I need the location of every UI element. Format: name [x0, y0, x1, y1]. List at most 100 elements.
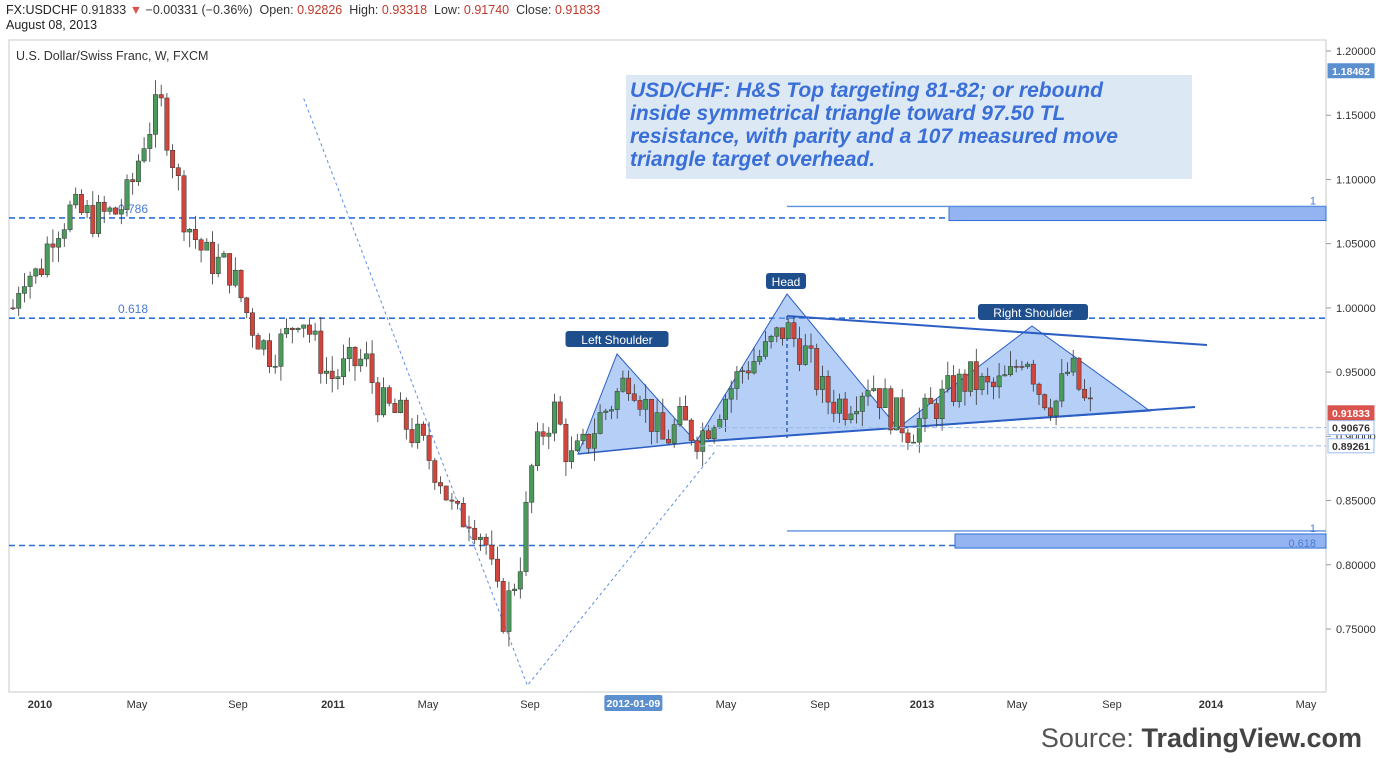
ticker-header: FX:USDCHF 0.91833 ▼ −0.00331 (−0.36%) Op… — [6, 2, 600, 18]
candle-body — [147, 134, 153, 149]
price-badge — [1327, 420, 1375, 436]
neckline — [577, 441, 697, 455]
triangle-upper-line — [786, 315, 1208, 346]
candle-body — [876, 388, 882, 408]
price-change: −0.00331 (−0.36%) — [145, 3, 253, 17]
low-label: Low: — [434, 3, 461, 17]
close-label: Close: — [516, 3, 552, 17]
candle-body — [563, 423, 569, 463]
candle-body — [27, 275, 33, 287]
candle-body — [44, 243, 50, 275]
candle-body — [996, 375, 1002, 388]
candle-body — [859, 395, 865, 412]
annotation-line: resistance, with parity and a 107 measur… — [630, 125, 1118, 148]
candle-body — [831, 401, 837, 414]
fib-level-label: 0.618 — [118, 302, 148, 316]
candle-body — [432, 460, 438, 483]
candle-body — [1019, 366, 1025, 368]
candle-body — [591, 433, 597, 449]
candle-body — [534, 431, 540, 467]
candle-body — [1087, 397, 1093, 400]
candle-body — [660, 412, 666, 440]
source-credit: Source: TradingView.com — [1041, 723, 1362, 754]
x-tick-label: 2013 — [910, 699, 934, 711]
pattern-label-bg — [565, 331, 669, 347]
x-tick-label: May — [1007, 699, 1028, 711]
candle-body — [153, 94, 158, 135]
candle-body — [278, 333, 284, 367]
x-tick-label: Sep — [810, 699, 830, 711]
last-price: 0.91833 — [81, 3, 127, 17]
candle-body — [443, 485, 449, 501]
candle-body — [922, 397, 928, 419]
candle-body — [21, 286, 27, 294]
candle-body — [238, 269, 244, 299]
candle-body — [204, 241, 210, 251]
source-brand: TradingView.com — [1141, 723, 1362, 753]
candle-body — [84, 205, 90, 213]
candle-body — [854, 411, 860, 415]
candle-body — [295, 327, 301, 331]
crosshair-date-badge — [604, 695, 663, 711]
candle-body — [1036, 383, 1042, 395]
candle-body — [500, 581, 506, 632]
open-label: Open: — [259, 3, 294, 17]
candle-body — [631, 393, 637, 401]
candle-body — [899, 397, 905, 434]
candle-body — [403, 399, 409, 430]
candle-body — [61, 229, 67, 239]
candle-body — [717, 419, 723, 428]
candle-body — [694, 440, 700, 452]
x-tick-label: 2012-01-09 — [607, 698, 661, 710]
candle-body — [392, 403, 398, 413]
candle-body — [933, 403, 939, 419]
annotation-line: USD/CHF: H&S Top targeting 81-82; or reb… — [630, 79, 1104, 102]
y-tick-label: 1.10000 — [1336, 174, 1376, 186]
candle-body — [1076, 357, 1082, 390]
low-value: 0.91740 — [463, 3, 510, 17]
candle-body — [666, 438, 671, 444]
candle-body — [489, 544, 495, 560]
candle-body — [762, 341, 768, 357]
candle-body — [335, 376, 341, 379]
candle-body — [614, 391, 620, 410]
candle-body — [757, 356, 763, 362]
candle-body — [888, 388, 894, 431]
target-box-label: 1 — [1310, 195, 1316, 207]
candle-body — [181, 175, 187, 233]
candle-body — [968, 361, 974, 392]
down-arrow-icon: ▼ — [129, 3, 143, 17]
candle-body — [329, 370, 335, 379]
candle-body — [529, 465, 535, 503]
candle-body — [962, 373, 968, 392]
price-badge — [1327, 405, 1375, 421]
candle-body — [477, 536, 483, 540]
candle-body — [113, 207, 119, 215]
candle-body — [603, 410, 609, 413]
candle-body — [415, 423, 421, 444]
chart-title: U.S. Dollar/Swiss Franc, W, FXCM — [16, 49, 208, 63]
candle-body — [198, 239, 204, 251]
candle-body — [814, 348, 820, 390]
candle-body — [1002, 374, 1008, 377]
candle-body — [135, 160, 141, 183]
candle-body — [620, 377, 626, 392]
candle-body — [363, 353, 369, 360]
candle-body — [780, 327, 785, 339]
candle-body — [819, 376, 825, 390]
candle-body — [130, 179, 136, 183]
candle-body — [107, 207, 113, 212]
candle-body — [740, 370, 746, 372]
candle-body — [894, 397, 899, 431]
candle-body — [267, 340, 272, 368]
x-tick-label: May — [716, 699, 737, 711]
candle-body — [939, 388, 945, 419]
candle-body — [118, 209, 124, 215]
candle-body — [797, 338, 803, 365]
candle-body — [1030, 363, 1036, 385]
candle-body — [928, 397, 934, 404]
candle-body — [50, 243, 56, 248]
candle-body — [842, 398, 848, 421]
candle-body — [734, 371, 740, 389]
